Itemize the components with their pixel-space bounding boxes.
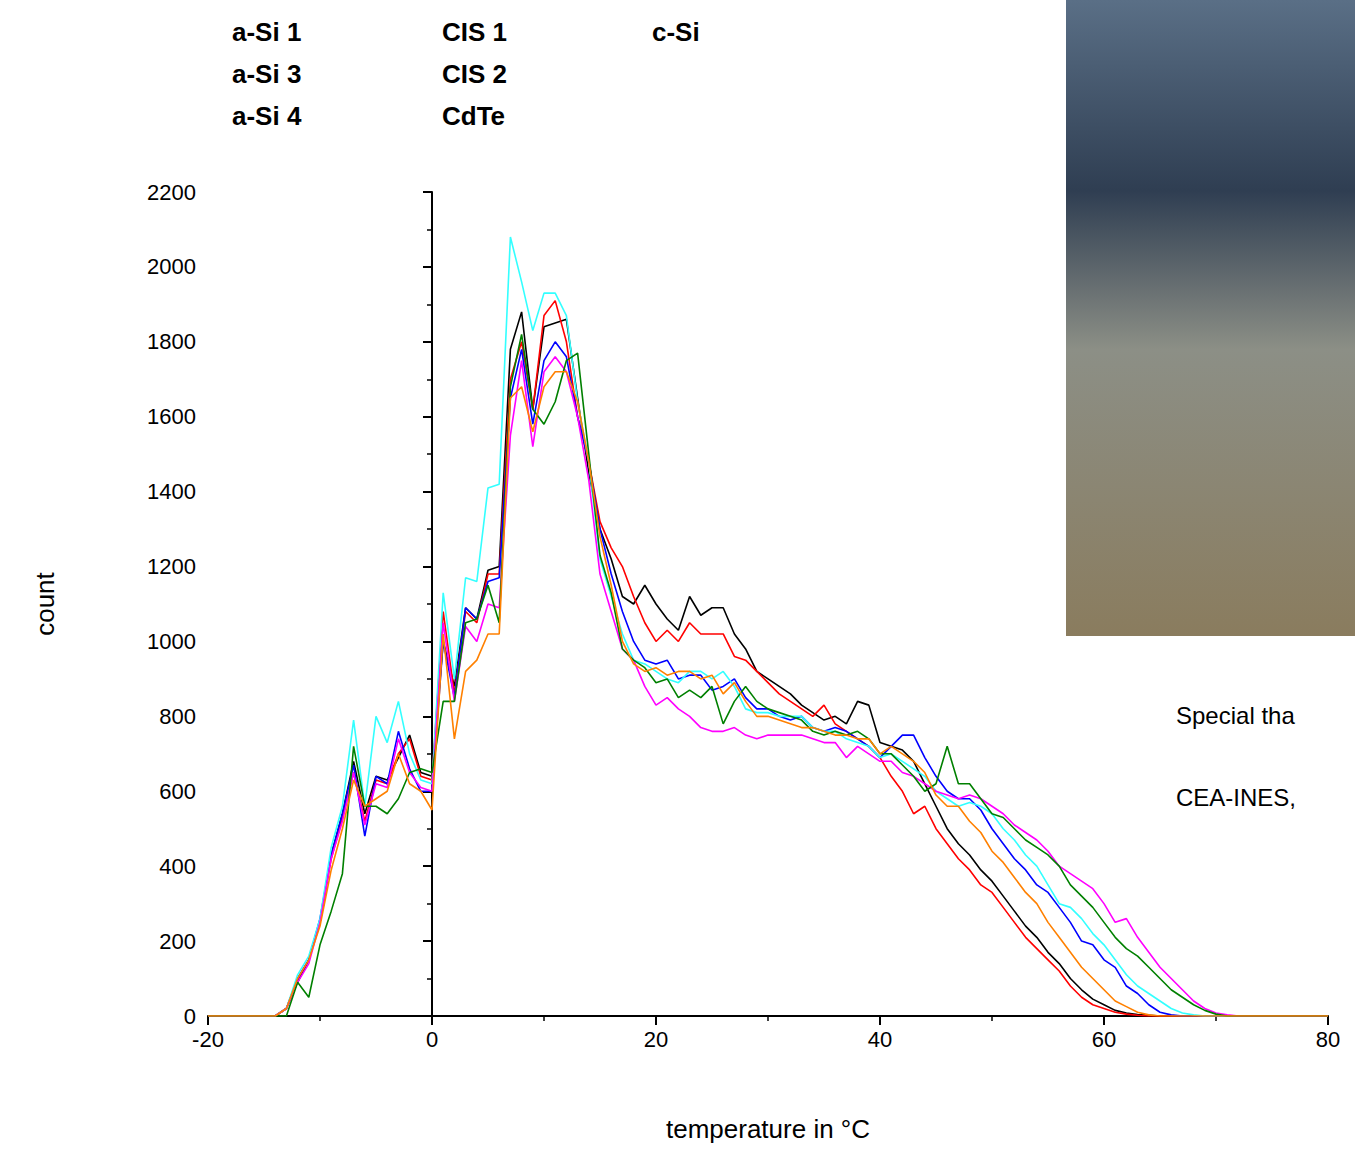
svg-text:1600: 1600 — [147, 404, 196, 429]
svg-text:temperature in °C: temperature in °C — [666, 1114, 870, 1144]
svg-text:80: 80 — [1316, 1027, 1340, 1052]
svg-text:1000: 1000 — [147, 629, 196, 654]
svg-text:Special tha: Special tha — [1176, 702, 1295, 729]
svg-text:CEA-INES,: CEA-INES, — [1176, 784, 1296, 811]
svg-text:800: 800 — [159, 704, 196, 729]
svg-text:2200: 2200 — [147, 180, 196, 205]
svg-text:40: 40 — [868, 1027, 892, 1052]
svg-text:count: count — [30, 571, 60, 635]
svg-text:60: 60 — [1092, 1027, 1116, 1052]
svg-text:c-Si: c-Si — [652, 17, 700, 47]
svg-text:20: 20 — [644, 1027, 668, 1052]
svg-text:400: 400 — [159, 854, 196, 879]
svg-text:CIS 1: CIS 1 — [442, 17, 507, 47]
svg-text:0: 0 — [426, 1027, 438, 1052]
svg-text:1200: 1200 — [147, 554, 196, 579]
svg-text:a-Si 4: a-Si 4 — [232, 101, 302, 131]
svg-text:0: 0 — [184, 1004, 196, 1029]
svg-text:1400: 1400 — [147, 479, 196, 504]
svg-text:CIS 2: CIS 2 — [442, 59, 507, 89]
svg-text:a-Si 1: a-Si 1 — [232, 17, 301, 47]
svg-text:a-Si 3: a-Si 3 — [232, 59, 301, 89]
svg-text:-20: -20 — [192, 1027, 224, 1052]
svg-text:2000: 2000 — [147, 254, 196, 279]
svg-text:1800: 1800 — [147, 329, 196, 354]
svg-text:600: 600 — [159, 779, 196, 804]
svg-text:CdTe: CdTe — [442, 101, 505, 131]
svg-text:200: 200 — [159, 929, 196, 954]
